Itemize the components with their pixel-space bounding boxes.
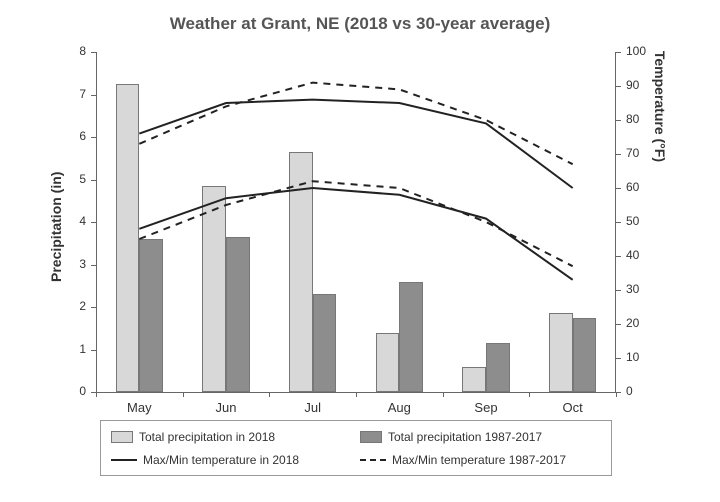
legend-swatch xyxy=(111,431,133,443)
y-right-tick xyxy=(616,256,621,257)
y-right-tick-label: 50 xyxy=(626,214,639,228)
lines-layer xyxy=(96,52,616,392)
y-right-tick-label: 10 xyxy=(626,350,639,364)
x-tick xyxy=(356,392,357,397)
x-tick xyxy=(96,392,97,397)
y-left-tick xyxy=(91,52,96,53)
line-min_2018 xyxy=(139,188,572,280)
x-tick xyxy=(616,392,617,397)
chart-container: Weather at Grant, NE (2018 vs 30-year av… xyxy=(0,0,720,502)
x-tick xyxy=(443,392,444,397)
legend-label: Total precipitation in 2018 xyxy=(139,430,275,444)
x-tick-label: Jul xyxy=(283,400,343,415)
y-right-tick-label: 30 xyxy=(626,282,639,296)
y-axis-right-label: Temperature (°F) xyxy=(652,51,668,162)
y-left-tick-label: 6 xyxy=(62,129,86,143)
legend: Total precipitation in 2018 Total precipi… xyxy=(100,420,612,476)
y-right-tick-label: 100 xyxy=(626,44,646,58)
y-left-tick xyxy=(91,95,96,96)
y-left-tick xyxy=(91,180,96,181)
x-tick xyxy=(183,392,184,397)
y-left-tick-label: 1 xyxy=(62,342,86,356)
legend-label: Max/Min temperature 1987-2017 xyxy=(392,453,566,467)
y-right-tick-label: 80 xyxy=(626,112,639,126)
x-tick xyxy=(269,392,270,397)
y-left-tick-label: 5 xyxy=(62,172,86,186)
legend-swatch xyxy=(111,454,137,466)
y-right-tick-label: 90 xyxy=(626,78,639,92)
y-left-tick xyxy=(91,307,96,308)
y-left-tick-label: 7 xyxy=(62,87,86,101)
line-max_2018 xyxy=(139,100,572,188)
x-tick-label: May xyxy=(109,400,169,415)
y-right-tick xyxy=(616,358,621,359)
chart-title: Weather at Grant, NE (2018 vs 30-year av… xyxy=(0,14,720,34)
legend-item: Max/Min temperature 1987-2017 xyxy=(356,451,605,469)
y-right-tick-label: 70 xyxy=(626,146,639,160)
y-left-tick xyxy=(91,350,96,351)
x-tick xyxy=(529,392,530,397)
y-right-tick xyxy=(616,222,621,223)
y-left-tick-label: 2 xyxy=(62,299,86,313)
legend-label: Max/Min temperature in 2018 xyxy=(143,453,299,467)
y-left-tick xyxy=(91,137,96,138)
line-min_avg xyxy=(139,181,572,266)
x-tick-label: Sep xyxy=(456,400,516,415)
legend-swatch xyxy=(360,454,386,466)
y-right-tick xyxy=(616,290,621,291)
legend-item: Max/Min temperature in 2018 xyxy=(107,451,356,469)
x-tick-label: Jun xyxy=(196,400,256,415)
y-right-tick xyxy=(616,324,621,325)
y-right-tick xyxy=(616,86,621,87)
y-left-tick-label: 3 xyxy=(62,257,86,271)
y-left-tick-label: 8 xyxy=(62,44,86,58)
y-left-tick-label: 4 xyxy=(62,214,86,228)
y-left-tick-label: 0 xyxy=(62,384,86,398)
legend-item: Total precipitation in 2018 xyxy=(107,428,356,446)
y-right-tick-label: 60 xyxy=(626,180,639,194)
y-right-tick xyxy=(616,188,621,189)
x-tick-label: Oct xyxy=(543,400,603,415)
x-tick-label: Aug xyxy=(369,400,429,415)
y-right-tick-label: 20 xyxy=(626,316,639,330)
y-right-tick-label: 0 xyxy=(626,384,633,398)
y-right-tick xyxy=(616,52,621,53)
plot-area: 0123456780102030405060708090100MayJunJul… xyxy=(96,52,616,392)
y-left-tick xyxy=(91,222,96,223)
y-right-tick xyxy=(616,154,621,155)
y-right-tick xyxy=(616,120,621,121)
y-left-tick xyxy=(91,265,96,266)
legend-swatch xyxy=(360,431,382,443)
legend-item: Total precipitation 1987-2017 xyxy=(356,428,605,446)
legend-label: Total precipitation 1987-2017 xyxy=(388,430,542,444)
line-max_avg xyxy=(139,83,572,165)
y-right-tick-label: 40 xyxy=(626,248,639,262)
